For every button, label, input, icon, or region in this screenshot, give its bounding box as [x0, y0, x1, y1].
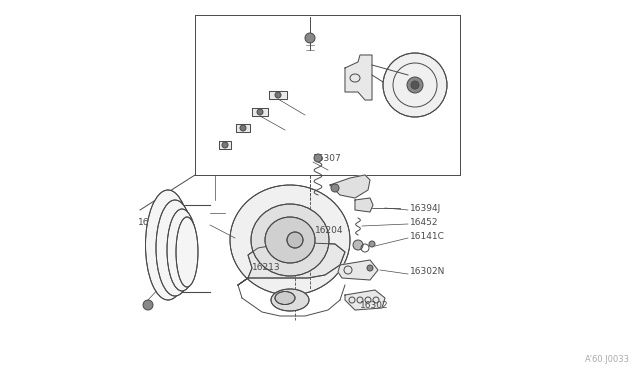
Circle shape [407, 77, 423, 93]
Circle shape [314, 154, 322, 162]
Circle shape [143, 300, 153, 310]
Polygon shape [238, 243, 345, 285]
Circle shape [383, 53, 447, 117]
Circle shape [331, 184, 339, 192]
Circle shape [411, 81, 419, 89]
Ellipse shape [156, 200, 194, 296]
Ellipse shape [176, 217, 198, 287]
Ellipse shape [271, 289, 309, 311]
Text: 16452: 16452 [410, 218, 438, 227]
Circle shape [240, 125, 246, 131]
Circle shape [353, 240, 363, 250]
Ellipse shape [265, 217, 315, 263]
Polygon shape [338, 260, 378, 280]
Text: 16204: 16204 [315, 225, 344, 234]
Text: 16302: 16302 [360, 301, 388, 311]
Circle shape [275, 92, 281, 98]
Polygon shape [330, 175, 370, 198]
Polygon shape [236, 124, 250, 132]
Polygon shape [252, 108, 268, 116]
Polygon shape [219, 141, 231, 149]
Polygon shape [355, 198, 373, 212]
Text: 16394J: 16394J [410, 203, 441, 212]
Circle shape [369, 241, 375, 247]
Text: 16141C: 16141C [410, 231, 445, 241]
Text: 16307: 16307 [313, 154, 342, 163]
Text: 16262: 16262 [155, 214, 184, 222]
Text: 16011: 16011 [138, 218, 167, 227]
Polygon shape [345, 55, 372, 100]
Circle shape [367, 265, 373, 271]
Text: 16302N: 16302N [410, 267, 445, 276]
Circle shape [287, 232, 303, 248]
Ellipse shape [145, 190, 191, 300]
Circle shape [222, 142, 228, 148]
Ellipse shape [251, 204, 329, 276]
Polygon shape [269, 91, 287, 99]
Ellipse shape [230, 185, 350, 295]
Polygon shape [345, 290, 385, 310]
Circle shape [305, 33, 315, 43]
Text: A'60.J0033: A'60.J0033 [585, 355, 630, 364]
Ellipse shape [275, 292, 295, 305]
Ellipse shape [167, 209, 197, 291]
Text: 16213: 16213 [252, 263, 280, 273]
Circle shape [257, 109, 263, 115]
